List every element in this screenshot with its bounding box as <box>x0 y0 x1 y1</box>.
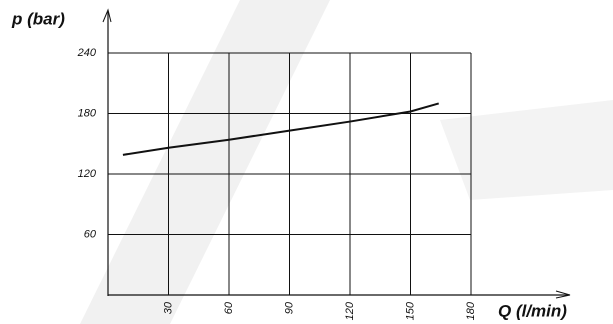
y-tick-label: 180 <box>78 107 97 119</box>
x-tick-label: 150 <box>404 301 416 320</box>
y-tick-label: 60 <box>84 228 97 240</box>
x-tick-label: 180 <box>465 301 477 320</box>
y-axis-title: p (bar) <box>11 9 65 28</box>
y-tick-label: 120 <box>78 168 97 180</box>
x-tick-label: 60 <box>223 301 235 314</box>
x-tick-label: 90 <box>283 301 295 314</box>
x-tick-label: 120 <box>344 301 356 320</box>
x-tick-label: 30 <box>162 301 174 314</box>
axes <box>102 8 571 299</box>
x-axis-title: Q (l/min) <box>498 301 567 320</box>
line <box>122 102 440 156</box>
y-tick-label: 240 <box>77 47 97 59</box>
watermark <box>80 0 613 324</box>
